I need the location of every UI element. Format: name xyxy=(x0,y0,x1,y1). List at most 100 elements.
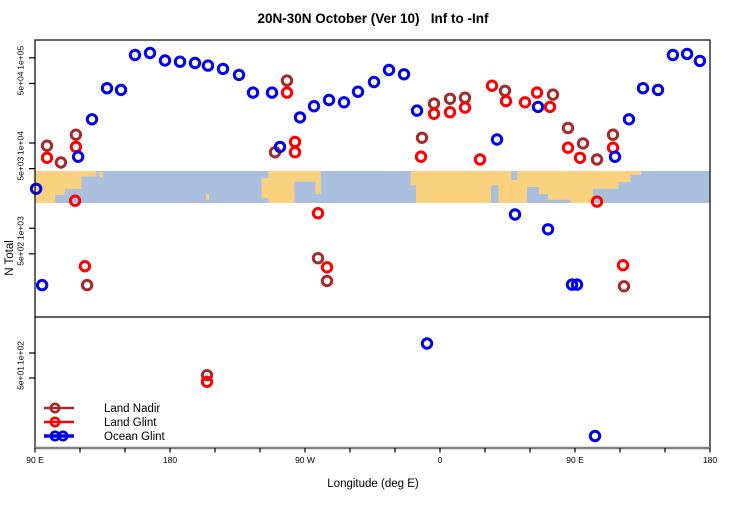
data-point xyxy=(69,128,83,141)
data-point xyxy=(414,150,428,163)
data-point xyxy=(531,100,545,114)
data-point xyxy=(420,337,434,350)
data-point xyxy=(590,195,604,208)
data-point xyxy=(200,369,214,382)
map-land-block xyxy=(416,171,491,203)
data-point xyxy=(443,92,457,106)
data-point xyxy=(693,54,707,68)
map-land-block xyxy=(593,171,619,189)
data-point xyxy=(200,375,214,388)
map-land-block xyxy=(35,171,82,189)
y-tick-label: 5e+04 xyxy=(16,71,26,95)
x-tick-label: 0 xyxy=(438,455,443,465)
data-point xyxy=(40,139,54,152)
map-land-block xyxy=(517,171,527,203)
data-point xyxy=(216,62,230,76)
data-point xyxy=(128,48,142,62)
map-land-block xyxy=(491,171,499,186)
data-point xyxy=(590,153,604,166)
data-point xyxy=(397,68,411,81)
legend-marker-circle xyxy=(57,430,69,442)
data-point xyxy=(680,47,694,61)
map-land-block xyxy=(630,171,641,175)
data-point xyxy=(651,83,665,97)
x-axis-title: Longitude (deg E) xyxy=(327,478,419,490)
data-point xyxy=(541,223,555,236)
data-point xyxy=(530,86,544,99)
data-point xyxy=(80,278,94,292)
data-point xyxy=(666,48,680,62)
data-point xyxy=(382,63,396,77)
x-tick-label: 90 E xyxy=(26,455,44,465)
data-point xyxy=(35,278,49,292)
data-point xyxy=(54,156,68,169)
map-land-block xyxy=(511,179,518,203)
data-point xyxy=(322,93,336,107)
data-point xyxy=(617,280,631,293)
world-map-strip xyxy=(35,171,710,203)
ocean-glint-marker-icon xyxy=(44,430,74,442)
y-tick-label: 1e+02 xyxy=(16,341,26,365)
legend-item-land-glint: Land Glint xyxy=(44,416,157,429)
data-point xyxy=(71,150,85,163)
y-axis-title: N Total xyxy=(4,240,16,276)
data-point xyxy=(280,74,294,87)
legend-item-land-nadir: Land Nadir xyxy=(44,402,160,415)
data-point xyxy=(485,79,499,92)
legend-marker-circle xyxy=(49,416,61,428)
x-tick-label: 90 W xyxy=(295,455,315,465)
data-point xyxy=(636,82,650,95)
map-land-block xyxy=(498,171,512,203)
data-point xyxy=(173,55,187,68)
map-land-block xyxy=(55,187,65,195)
x-tick-label: 180 xyxy=(703,455,717,465)
data-point xyxy=(114,83,128,97)
data-point xyxy=(29,182,43,196)
map-land-block xyxy=(527,171,539,187)
data-point xyxy=(158,54,172,67)
data-point xyxy=(68,194,82,207)
y-tick-label: 5e+03 xyxy=(16,156,26,180)
data-point xyxy=(443,106,457,119)
legend-label: Ocean Glint xyxy=(104,431,166,443)
data-point xyxy=(508,208,522,221)
land-glint-marker-icon xyxy=(44,416,74,428)
data-point xyxy=(546,88,560,101)
data-point xyxy=(320,274,334,288)
data-point xyxy=(201,59,215,72)
data-point xyxy=(246,86,260,99)
data-point xyxy=(415,131,429,145)
data-point xyxy=(473,153,487,166)
map-land-block xyxy=(618,171,631,183)
data-point xyxy=(307,100,321,113)
y-tick-label: 1e+03 xyxy=(16,216,26,240)
map-land-block xyxy=(570,171,593,203)
map-land-block xyxy=(539,171,548,195)
map-land-block xyxy=(99,171,104,178)
map-land-block xyxy=(548,171,571,200)
data-point xyxy=(337,96,351,109)
y-tick-label: 1e+04 xyxy=(16,131,26,155)
legend-label: Land Glint xyxy=(104,417,157,429)
legend-label: Land Nadir xyxy=(104,403,160,415)
data-point xyxy=(78,260,92,273)
data-point xyxy=(622,113,636,126)
data-point xyxy=(367,75,381,89)
data-point xyxy=(311,252,325,265)
data-point xyxy=(606,128,620,141)
data-point xyxy=(85,113,99,126)
data-point xyxy=(561,121,575,135)
data-point xyxy=(565,278,579,291)
data-point xyxy=(143,46,157,60)
data-point xyxy=(320,261,334,274)
data-point xyxy=(588,429,602,443)
x-tick-label: 180 xyxy=(163,455,177,465)
map-land-block xyxy=(261,178,269,199)
data-point xyxy=(490,133,504,146)
data-point xyxy=(518,96,532,109)
data-point xyxy=(410,104,424,117)
data-point xyxy=(100,82,114,95)
